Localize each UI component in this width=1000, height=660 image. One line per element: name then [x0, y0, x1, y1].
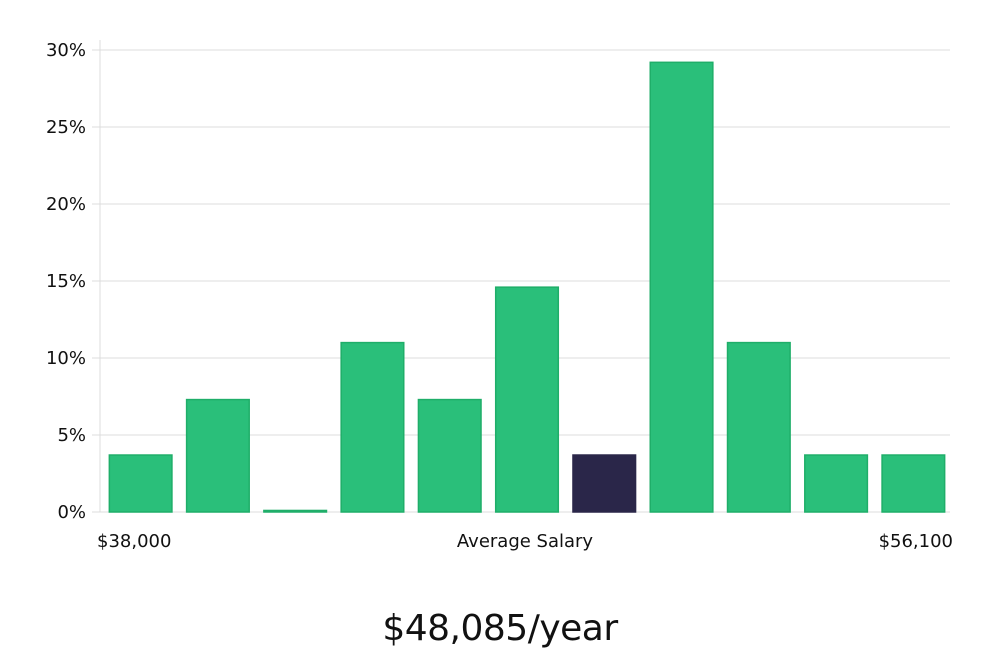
bar	[263, 509, 328, 513]
x-axis-min-label: $38,000	[97, 531, 171, 552]
bar	[108, 454, 173, 513]
y-tick-label: 0%	[57, 502, 86, 523]
y-tick-label: 15%	[46, 271, 86, 292]
y-tick-label: 30%	[46, 40, 86, 61]
y-tick-label: 5%	[57, 425, 86, 446]
bar	[726, 341, 791, 513]
bar	[494, 286, 560, 513]
bar	[881, 454, 946, 513]
bar	[340, 341, 405, 513]
y-tick-label: 10%	[46, 348, 86, 369]
bar	[804, 454, 869, 513]
bar-highlighted	[572, 454, 637, 513]
y-axis-ticks: 0% 5% 10% 15% 20% 25% 30%	[46, 40, 86, 523]
bar	[649, 61, 714, 513]
x-axis-title: Average Salary	[457, 531, 594, 552]
y-tick-label: 20%	[46, 194, 86, 215]
y-tick-label: 25%	[46, 117, 86, 138]
average-salary-figure: $48,085/year	[382, 608, 618, 649]
bar	[417, 398, 482, 513]
x-axis-max-label: $56,100	[879, 531, 953, 552]
bars	[108, 61, 946, 513]
bar	[185, 398, 250, 513]
